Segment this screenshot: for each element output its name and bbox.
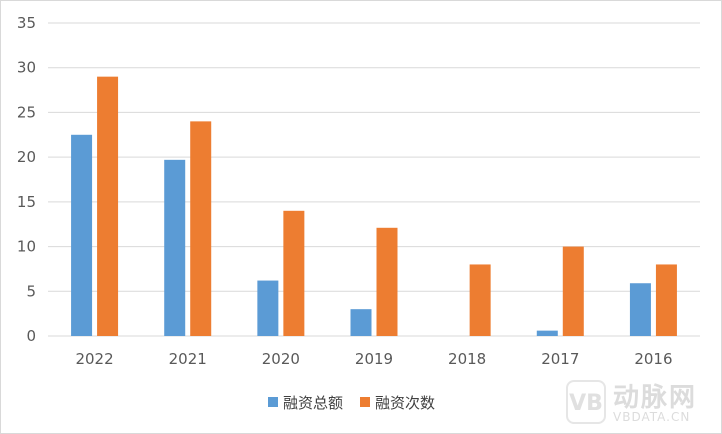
x-tick-label: 2017 bbox=[541, 350, 579, 368]
y-tick-label: 15 bbox=[17, 193, 36, 211]
bar-2017-0 bbox=[536, 330, 558, 336]
x-axis-ticks: 2022 2021 2020 2019 2018 2017 2016 bbox=[75, 350, 672, 368]
y-tick-label: 0 bbox=[26, 327, 36, 345]
bar-2019-1 bbox=[376, 227, 398, 336]
bars bbox=[71, 76, 677, 337]
x-tick-label: 2020 bbox=[262, 350, 300, 368]
bar-2016-0 bbox=[629, 283, 651, 336]
bar-2022-0 bbox=[71, 134, 93, 336]
watermark-brand: 动脉网 bbox=[613, 383, 698, 413]
y-tick-label: 5 bbox=[26, 282, 36, 300]
bar-2021-0 bbox=[164, 159, 186, 336]
bar-2019-0 bbox=[350, 309, 372, 336]
bar-2020-1 bbox=[283, 210, 305, 336]
legend-label: 融资次数 bbox=[375, 394, 435, 412]
legend-label: 融资总额 bbox=[283, 394, 343, 412]
y-tick-label: 10 bbox=[17, 238, 36, 256]
legend: 融资总额 融资次数 bbox=[268, 394, 435, 412]
x-tick-label: 2022 bbox=[75, 350, 113, 368]
y-tick-label: 20 bbox=[17, 148, 36, 166]
bar-2016-1 bbox=[655, 264, 677, 336]
x-tick-label: 2021 bbox=[169, 350, 207, 368]
watermark-site: VBDATA.CN bbox=[613, 410, 691, 424]
gridlines bbox=[48, 22, 700, 337]
y-tick-label: 25 bbox=[17, 103, 36, 121]
x-tick-label: 2016 bbox=[634, 350, 672, 368]
y-axis-ticks: 0 5 10 15 20 25 30 35 bbox=[17, 14, 36, 345]
y-tick-label: 30 bbox=[17, 59, 36, 77]
bar-2021-1 bbox=[190, 121, 212, 336]
bar-2017-1 bbox=[562, 246, 584, 336]
legend-swatch bbox=[268, 397, 278, 407]
watermark-logo: VB bbox=[566, 380, 606, 424]
y-tick-label: 35 bbox=[17, 14, 36, 32]
x-tick-label: 2018 bbox=[448, 350, 486, 368]
x-tick-label: 2019 bbox=[355, 350, 393, 368]
legend-swatch bbox=[360, 397, 370, 407]
bar-2018-1 bbox=[469, 264, 491, 336]
bar-2022-1 bbox=[97, 76, 119, 337]
bar-2020-0 bbox=[257, 280, 279, 336]
